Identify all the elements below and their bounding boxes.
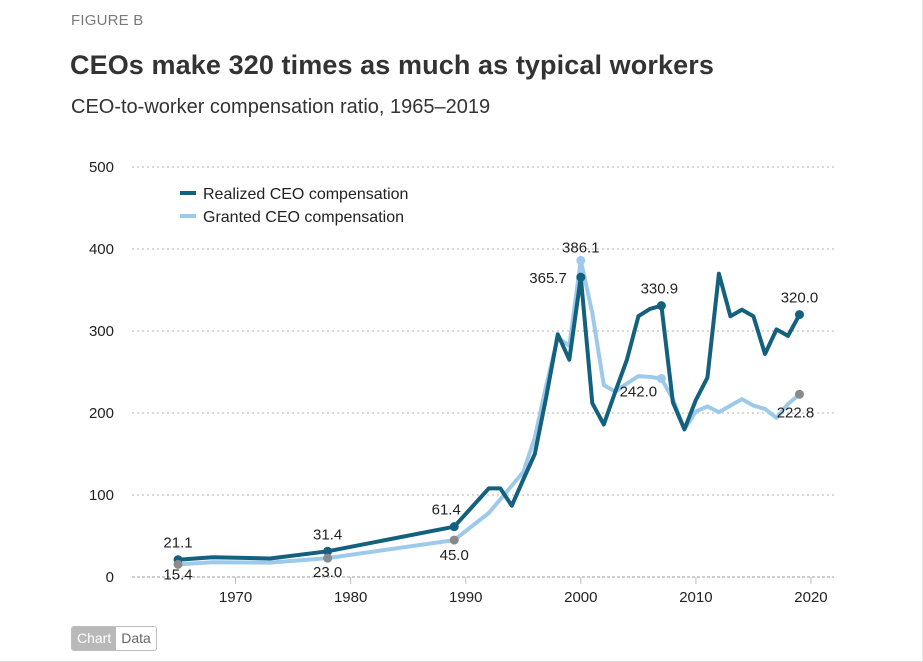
- chart-subtitle: CEO-to-worker compensation ratio, 1965–2…: [71, 96, 491, 118]
- figure-label: FIGURE B: [71, 12, 144, 29]
- marker-granted-1978: [323, 553, 333, 563]
- legend-label-realized: Realized CEO compensation: [203, 186, 408, 203]
- x-tick-label-1970: 1970: [219, 589, 252, 606]
- marker-granted-2007: [656, 374, 666, 384]
- legend: Realized CEO compensation Granted CEO co…: [180, 186, 408, 226]
- x-tick-label-2010: 2010: [679, 589, 712, 606]
- y-tick-label-300: 300: [89, 323, 114, 340]
- y-tick-label-200: 200: [89, 405, 114, 422]
- marker-realized-1989: [449, 522, 459, 532]
- data-labels: 21.1 15.4 31.4 23.0 61.4 45.0 365.7 386.1 330.9 2…: [163, 239, 818, 583]
- x-tick-label-2020: 2020: [794, 589, 827, 606]
- marker-granted-1965: [173, 559, 183, 569]
- x-tick-label-1990: 1990: [449, 589, 482, 606]
- marker-granted-1989: [449, 535, 459, 545]
- data-label-realized-2000: 365.7: [529, 270, 567, 287]
- data-label-granted-2007: 242.0: [620, 384, 658, 401]
- data-label-granted-2019: 222.8: [777, 404, 815, 421]
- chart-tab[interactable]: Chart: [72, 627, 117, 650]
- data-label-realized-1965: 21.1: [163, 535, 192, 552]
- series-markers: [173, 255, 804, 569]
- x-tick-label-2000: 2000: [564, 589, 597, 606]
- marker-realized-2019: [794, 310, 804, 320]
- data-label-realized-2007: 330.9: [641, 281, 679, 298]
- marker-realized-2000: [576, 272, 586, 282]
- data-label-granted-1978: 23.0: [313, 564, 342, 581]
- data-label-realized-1989: 61.4: [432, 502, 461, 519]
- y-axis: 0 100 200 300 400 500: [89, 159, 114, 586]
- x-axis: 1970 1980 1990 2000 2010 2020: [132, 576, 834, 606]
- series-lines: [176, 258, 802, 567]
- marker-granted-2000: [576, 255, 586, 265]
- data-label-granted-1989: 45.0: [440, 547, 469, 564]
- data-label-realized-1978: 31.4: [313, 526, 342, 543]
- view-toggle: Chart Data: [71, 626, 157, 651]
- data-label-granted-1965: 15.4: [163, 566, 192, 583]
- legend-label-granted: Granted CEO compensation: [203, 209, 404, 226]
- x-tick-label-1980: 1980: [334, 589, 367, 606]
- y-tick-label-100: 100: [89, 487, 114, 504]
- data-tab[interactable]: Data: [116, 627, 156, 650]
- marker-granted-2019: [794, 389, 804, 399]
- chart-title: CEOs make 320 times as much as typical w…: [70, 50, 714, 80]
- marker-realized-1978: [323, 546, 333, 556]
- line-realized: [176, 271, 802, 562]
- y-tick-label-0: 0: [106, 569, 114, 586]
- y-tick-label-500: 500: [89, 159, 114, 176]
- y-tick-label-400: 400: [89, 241, 114, 258]
- marker-realized-2007: [656, 301, 666, 311]
- line-granted: [176, 258, 802, 567]
- data-label-granted-2000: 386.1: [562, 239, 600, 256]
- data-label-realized-2019: 320.0: [781, 290, 819, 307]
